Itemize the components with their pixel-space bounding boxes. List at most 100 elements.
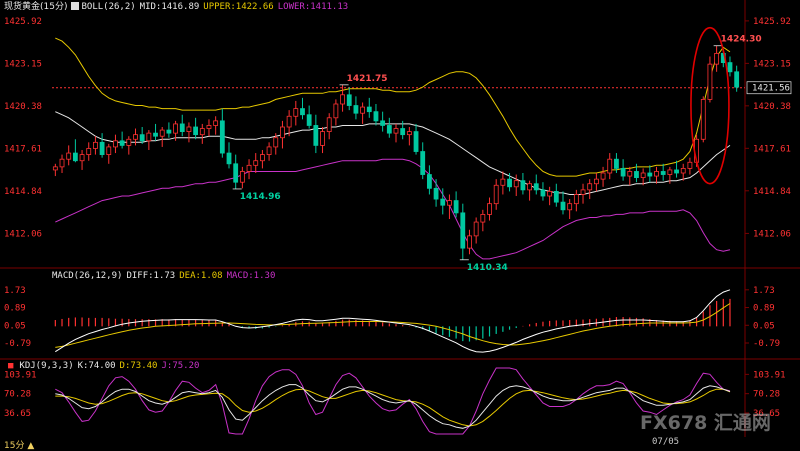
k-value: K:74.00	[77, 361, 116, 371]
candle-up	[360, 106, 366, 114]
y-tick-label: 0.89	[753, 304, 775, 314]
candle-up	[133, 134, 138, 140]
candle-up	[106, 146, 112, 156]
current-price-label: 1421.56	[752, 84, 790, 94]
checkbox-icon[interactable]	[71, 2, 80, 10]
kdj-panel[interactable]	[55, 367, 731, 435]
price-annotation: 1414.96	[240, 192, 281, 202]
candle-up	[527, 183, 532, 191]
candle-down	[179, 123, 185, 133]
candle-up	[447, 200, 452, 206]
candle-up	[667, 169, 673, 175]
diff-line	[55, 289, 731, 353]
candle-down	[166, 129, 172, 134]
candle-up	[326, 117, 332, 133]
macd-legend: MACD(26,12,9) DIFF:1.73 DEA:1.08 MACD:1.30	[52, 271, 279, 282]
y-tick-label: 70.28	[753, 390, 780, 400]
candle-down	[139, 134, 145, 142]
bottom-bar	[0, 437, 800, 451]
diff-value: DIFF:1.73	[126, 271, 176, 281]
candle-down	[420, 151, 426, 175]
candle-up	[406, 131, 412, 136]
candle-up	[480, 213, 486, 223]
y-tick-label-left: 1.73	[4, 286, 26, 296]
candle-up	[260, 154, 265, 162]
indicator-name: BOLL(26,2)	[81, 2, 136, 12]
candle-up	[253, 160, 259, 166]
candle-down	[533, 183, 539, 191]
candle-down	[72, 152, 78, 162]
candle-down	[219, 120, 225, 154]
candle-up	[173, 123, 178, 134]
price-annotation: 1424.30	[721, 35, 762, 45]
candle-up	[680, 167, 686, 174]
candle-up	[654, 171, 659, 177]
candle-down	[647, 172, 653, 177]
macd-value: MACD:1.30	[226, 271, 276, 281]
y-tick-label-left: 70.28	[4, 390, 31, 400]
dea-line	[55, 303, 731, 348]
candle-down	[366, 106, 372, 113]
j-value: J:75.20	[161, 361, 200, 371]
y-tick-label-left: 103.91	[4, 370, 37, 380]
candle-up	[320, 131, 325, 146]
symbol-label: 现货黄金(15分)	[4, 2, 68, 12]
candle-down	[373, 111, 379, 122]
candle-down	[400, 128, 406, 136]
boll-mid-line	[55, 111, 731, 195]
candle-down	[553, 190, 559, 203]
candle-up	[293, 108, 299, 117]
candle-down	[634, 171, 639, 178]
candle-up	[199, 128, 205, 136]
price-annotation: 1410.34	[467, 263, 508, 273]
candle-up	[513, 180, 519, 188]
candle-up	[126, 138, 132, 146]
boll-lower-line	[55, 158, 731, 260]
candle-down	[119, 140, 125, 146]
candle-up	[573, 194, 579, 205]
timeframe-label: 15分	[4, 441, 25, 451]
candle-up	[493, 184, 499, 205]
price-panel[interactable]: 1421.56	[52, 37, 792, 260]
triangle-up-icon: ▲	[27, 441, 35, 451]
candle-down	[674, 169, 679, 174]
d-value: D:73.40	[119, 361, 158, 371]
y-tick-label: 36.65	[753, 409, 780, 419]
kdj-name: KDJ(9,3,3)	[19, 361, 74, 371]
price-axis: 1425.92 1425.92 1423.15 1423.15 1420.38 1420.…	[4, 17, 791, 419]
upper-value: UPPER:1422.66	[203, 2, 274, 12]
candle-down	[560, 201, 566, 211]
k-line	[55, 384, 731, 429]
y-tick-label: 0.05	[753, 321, 775, 331]
candle-down	[453, 200, 459, 214]
timeframe-tab[interactable]: 15分 ▲	[4, 438, 34, 451]
candle-down	[614, 158, 619, 169]
candle-up	[567, 203, 573, 211]
candle-down	[386, 125, 392, 134]
kdj-legend: ■ KDJ(9,3,3) K:74.00 D:73.40 J:75.20	[8, 361, 203, 372]
candle-down	[520, 180, 526, 191]
candle-up	[593, 178, 599, 185]
candle-up	[113, 140, 118, 148]
y-tick-label: 1420.38	[753, 102, 791, 112]
candle-up	[239, 171, 245, 183]
mid-value: MID:1416.89	[139, 2, 200, 12]
candle-down	[660, 171, 666, 175]
candle-down	[620, 167, 626, 177]
date-label: 07/05	[652, 437, 680, 447]
y-tick-label-left: 1412.06	[4, 229, 42, 239]
y-tick-label-left: 0.05	[4, 321, 26, 331]
candle-up	[59, 158, 65, 168]
watermark: FX678 汇通网	[640, 412, 771, 434]
dea-value: DEA:1.08	[179, 271, 223, 281]
macd-panel[interactable]	[54, 289, 731, 353]
candle-up	[714, 53, 720, 65]
kdj-dot-icon: ■	[8, 361, 14, 371]
candle-down	[226, 152, 232, 165]
y-tick-label: 1417.61	[753, 144, 791, 154]
candle-up	[159, 129, 165, 137]
candle-down	[306, 114, 312, 126]
price-annotation: 1421.75	[347, 74, 388, 84]
candle-down	[193, 126, 199, 136]
y-tick-label: 1425.92	[753, 17, 791, 27]
